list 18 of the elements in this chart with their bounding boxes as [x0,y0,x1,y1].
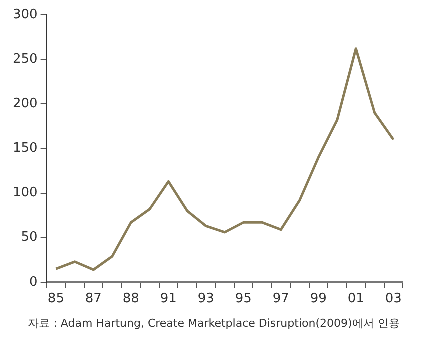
x-tick-label: 99 [310,292,327,307]
x-tick-label: 97 [272,292,290,307]
x-tick-label: 91 [160,292,177,307]
x-tick-label: 88 [122,292,140,307]
x-tick-label: 01 [348,292,364,307]
x-tick-label: 87 [85,292,102,307]
y-tick-label: 250 [12,52,38,67]
x-tick-label: 03 [385,292,402,307]
y-tick-label: 100 [12,186,38,201]
x-tick-label: 95 [235,292,252,307]
x-tick-label: 93 [198,292,214,307]
y-tick-label: 300 [12,7,38,22]
x-tick-label: 85 [48,292,64,307]
y-tick-label: 50 [21,230,38,246]
text: 자료 : Adam Hartung, Create Marketplace Disruption(2009)에서 인용 [27,316,401,331]
y-tick-label: 0 [30,274,38,290]
y-tick-label: 150 [12,141,38,156]
y-tick-label: 200 [12,96,38,112]
